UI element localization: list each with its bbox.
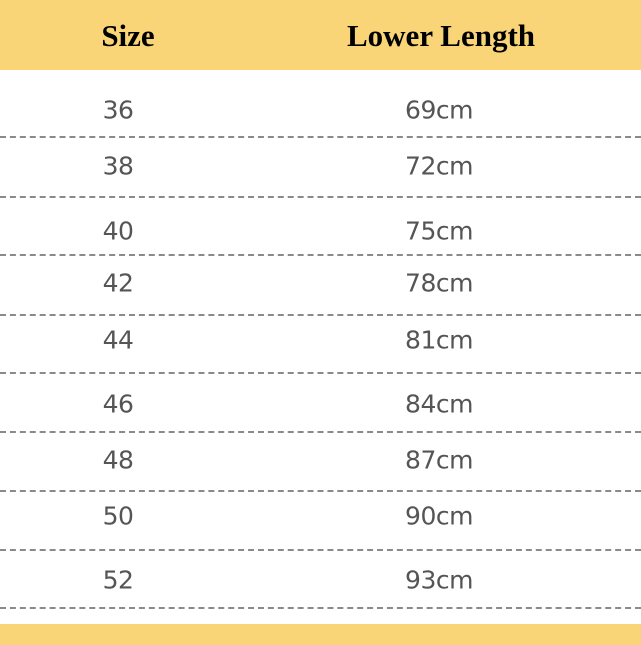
length-cell: 84cm (405, 389, 473, 419)
size-cell: 40 (102, 216, 134, 246)
length-cell: 90cm (405, 501, 473, 531)
size-cell: 42 (102, 268, 134, 298)
length-cell: 81cm (405, 325, 473, 355)
size-cell: 46 (102, 389, 134, 419)
size-cell: 50 (102, 501, 134, 531)
size-cell: 48 (102, 445, 134, 475)
row-divider (0, 549, 641, 551)
row-divider (0, 607, 641, 609)
length-cell: 69cm (405, 95, 473, 125)
length-cell: 93cm (405, 565, 473, 595)
size-cell: 36 (102, 95, 134, 125)
table-footer-bar (0, 624, 641, 645)
row-divider (0, 196, 641, 198)
row-divider (0, 372, 641, 374)
size-cell: 44 (102, 325, 134, 355)
size-cell: 52 (102, 565, 134, 595)
length-cell: 78cm (405, 268, 473, 298)
row-divider (0, 490, 641, 492)
row-divider (0, 136, 641, 138)
row-divider (0, 254, 641, 256)
size-cell: 38 (102, 151, 134, 181)
header-lower-length: Lower Length (346, 18, 536, 53)
length-cell: 75cm (405, 216, 473, 246)
length-cell: 72cm (405, 151, 473, 181)
header-size: Size (101, 18, 155, 53)
table-header: Size Lower Length (0, 0, 641, 70)
row-divider (0, 431, 641, 433)
row-divider (0, 314, 641, 316)
length-cell: 87cm (405, 445, 473, 475)
